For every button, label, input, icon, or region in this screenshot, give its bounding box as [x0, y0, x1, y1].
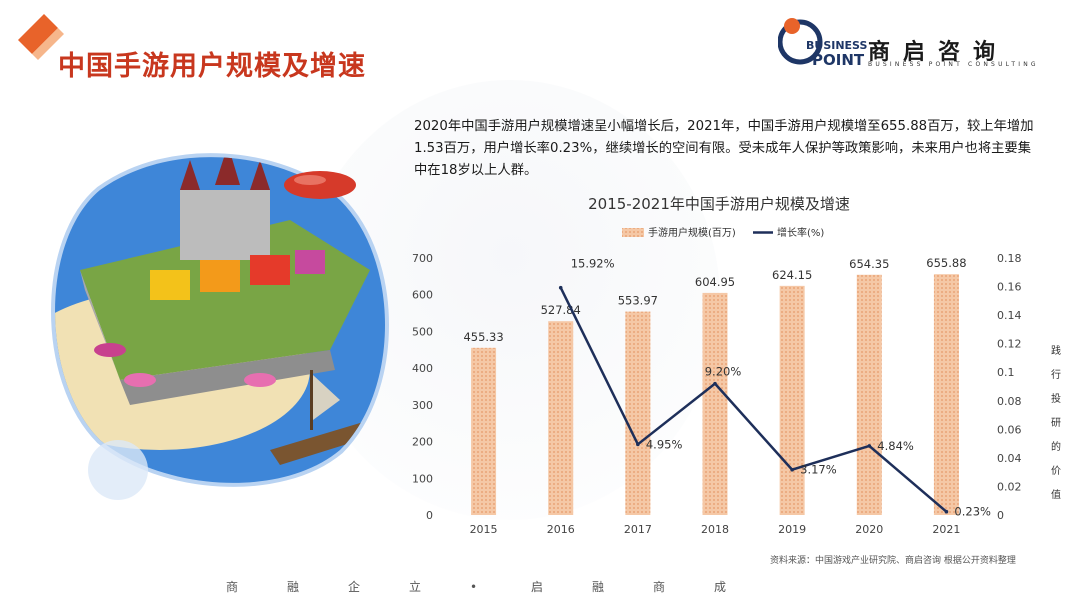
- x-tick-label: 2020: [855, 523, 883, 536]
- line-data-label: 15.92%: [571, 257, 615, 271]
- bar: [933, 274, 959, 515]
- y-left-tick-label: 0: [426, 509, 433, 522]
- growth-rate-line: [559, 287, 948, 513]
- bar: [625, 311, 651, 515]
- motto-char: •: [470, 580, 478, 594]
- y-right-tick-label: 0.08: [997, 395, 1022, 408]
- motto-char: 商: [653, 580, 666, 594]
- x-tick-label: 2021: [932, 523, 960, 536]
- chart-title: 2015-2021年中国手游用户规模及增速: [588, 195, 850, 213]
- line-point: [713, 381, 717, 386]
- y-left-tick-label: 600: [412, 289, 433, 302]
- line-series: 15.92% 4.95% 9.20% 3.17% 4.84% 0.23%: [558, 257, 991, 519]
- line-point: [944, 509, 949, 514]
- motto-char: 商: [226, 580, 239, 594]
- y-left-tick-label: 300: [412, 399, 433, 412]
- line-data-label: 4.95%: [646, 437, 683, 451]
- castle-island-illustration: [51, 153, 389, 500]
- motto-char: 企: [348, 580, 361, 594]
- y-right-tick-label: 0.14: [997, 309, 1022, 322]
- source-note: 资料来源：中国游戏产业研究院、商启咨询 根据公开资料整理: [770, 556, 1016, 566]
- bar: [856, 274, 882, 515]
- bar-data-label: 553.97: [618, 294, 658, 308]
- y-right-tick-label: 0.1: [997, 366, 1015, 379]
- chart-legend: 手游用户规模(百万) 增长率(%): [622, 226, 824, 239]
- line-point: [636, 442, 640, 447]
- line-data-label: 9.20%: [705, 365, 742, 379]
- bar-data-label: 624.15: [772, 268, 812, 282]
- y-right-tick-label: 0.02: [997, 480, 1022, 493]
- motto-char: 启: [531, 580, 544, 594]
- y-axis-left: 0 100 200 300 400 500 600 700: [412, 252, 433, 522]
- motto-char: 融: [592, 580, 605, 594]
- y-left-tick-label: 400: [412, 362, 433, 375]
- bar-data-label: 604.95: [695, 275, 735, 289]
- y-right-tick-label: 0.16: [997, 281, 1022, 294]
- x-tick-label: 2015: [470, 523, 498, 536]
- brand-mark-icon: [778, 18, 823, 65]
- motto-char: 融: [287, 580, 300, 594]
- brand-subtitle: BUSINESS POINT CONSULTING: [868, 61, 1039, 68]
- summary-text: 2020年中国手游用户规模增速呈小幅增长后，2021年，中国手游用户规模增至65…: [414, 119, 1034, 178]
- legend-label-bar: 手游用户规模(百万): [648, 226, 736, 239]
- y-right-tick-label: 0.18: [997, 252, 1022, 265]
- y-left-tick-label: 100: [412, 472, 433, 485]
- footer-motto: 商 融 企 立 • 启 融 商 成: [226, 578, 866, 595]
- legend-swatch-bar: [622, 228, 644, 237]
- y-right-tick-label: 0: [997, 509, 1004, 522]
- brand-logo: BUSINESS POINT 商启咨询 BUSINESS POINT CONSU…: [778, 16, 1068, 76]
- line-point: [867, 444, 872, 448]
- corner-diamond-icon: [18, 14, 64, 60]
- y-left-tick-label: 700: [412, 252, 433, 265]
- x-tick-label: 2016: [547, 523, 575, 536]
- line-data-label: 4.84%: [877, 439, 914, 453]
- brand-cn-name: 商启咨询: [868, 40, 1009, 65]
- bar-data-label: 655.88: [926, 256, 966, 270]
- y-left-tick-label: 500: [412, 325, 433, 338]
- brand-en-line1: BUSINESS: [806, 39, 868, 52]
- bar: [779, 285, 805, 515]
- bar-data-label: 455.33: [463, 330, 503, 344]
- brand-en-line2: POINT: [812, 51, 865, 69]
- x-tick-label: 2019: [778, 523, 806, 536]
- bar: [471, 347, 497, 515]
- page-title: 中国手游用户规模及增速: [58, 51, 366, 82]
- y-right-tick-label: 0.06: [997, 423, 1022, 436]
- line-data-label: 0.23%: [954, 505, 991, 519]
- user-scale-chart: 2015-2021年中国手游用户规模及增速 手游用户规模(百万) 增长率(%) 0…: [412, 195, 1022, 536]
- bar: [548, 321, 574, 515]
- legend-label-line: 增长率(%): [777, 226, 824, 239]
- side-note: 践行投研的价值: [1051, 346, 1061, 501]
- x-axis: 2015 2016 2017 2018 2019 2020 2021: [470, 523, 961, 536]
- line-data-label: 3.17%: [800, 463, 837, 477]
- y-right-tick-label: 0.04: [997, 452, 1022, 465]
- line-point: [558, 285, 563, 290]
- y-left-tick-label: 200: [412, 436, 433, 449]
- y-right-tick-label: 0.12: [997, 338, 1022, 351]
- motto-char: 立: [409, 580, 422, 594]
- x-tick-label: 2017: [624, 523, 652, 536]
- bar: [702, 292, 728, 515]
- line-point: [790, 467, 794, 472]
- y-axis-right: 0 0.02 0.04 0.06 0.08 0.1 0.12 0.14 0.16 0.18: [997, 252, 1022, 522]
- x-tick-label: 2018: [701, 523, 729, 536]
- bar-data-label: 654.35: [849, 257, 889, 271]
- motto-char: 成: [714, 580, 727, 594]
